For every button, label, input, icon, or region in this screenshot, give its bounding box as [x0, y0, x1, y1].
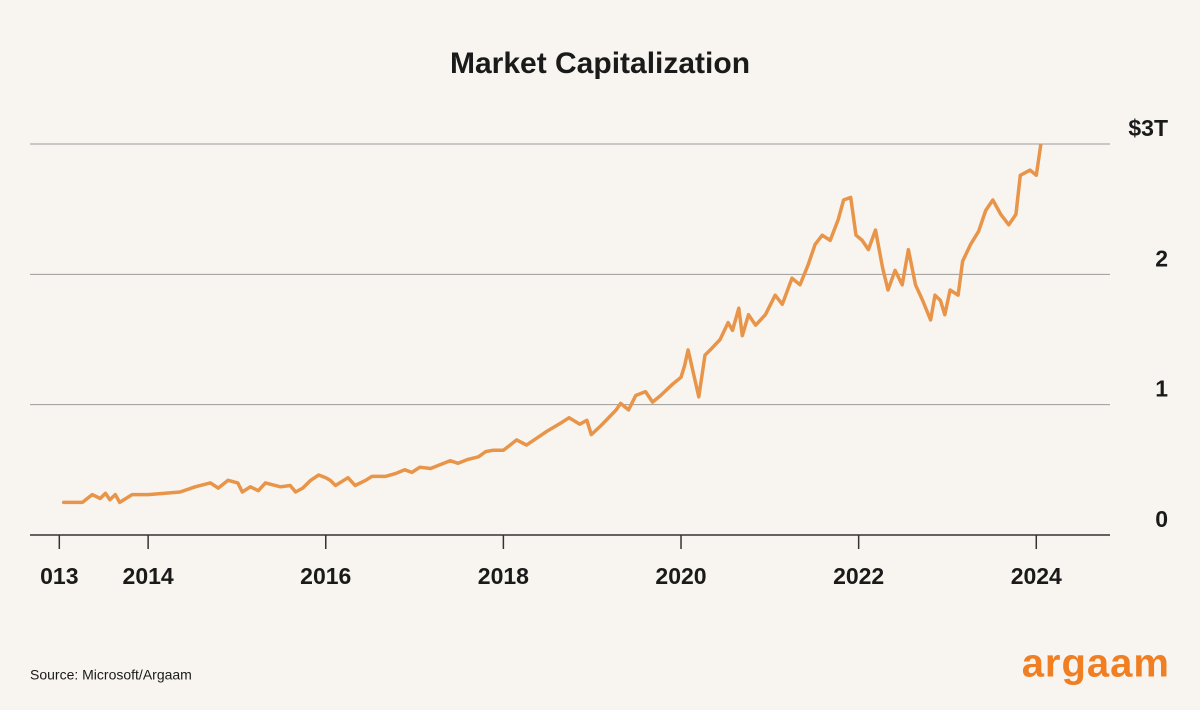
- x-tick-label: 2024: [1011, 563, 1062, 589]
- chart-title: Market Capitalization: [450, 47, 750, 80]
- x-tick-label: 2018: [478, 563, 529, 589]
- y-tick-label: 0: [1155, 506, 1168, 532]
- y-tick-label: $3T: [1128, 115, 1168, 141]
- y-tick-label: 2: [1155, 245, 1168, 271]
- logo: argaam: [1022, 642, 1170, 686]
- x-tick-label: 2014: [123, 563, 174, 589]
- x-tick-label: 013: [40, 563, 78, 589]
- x-tick-label: 2020: [655, 563, 706, 589]
- x-tick-label: 2022: [833, 563, 884, 589]
- source: Source: Microsoft/Argaam: [30, 667, 192, 683]
- y-tick-label: 1: [1155, 376, 1168, 402]
- x-tick-label: 2016: [300, 563, 351, 589]
- line: [61, 143, 1043, 505]
